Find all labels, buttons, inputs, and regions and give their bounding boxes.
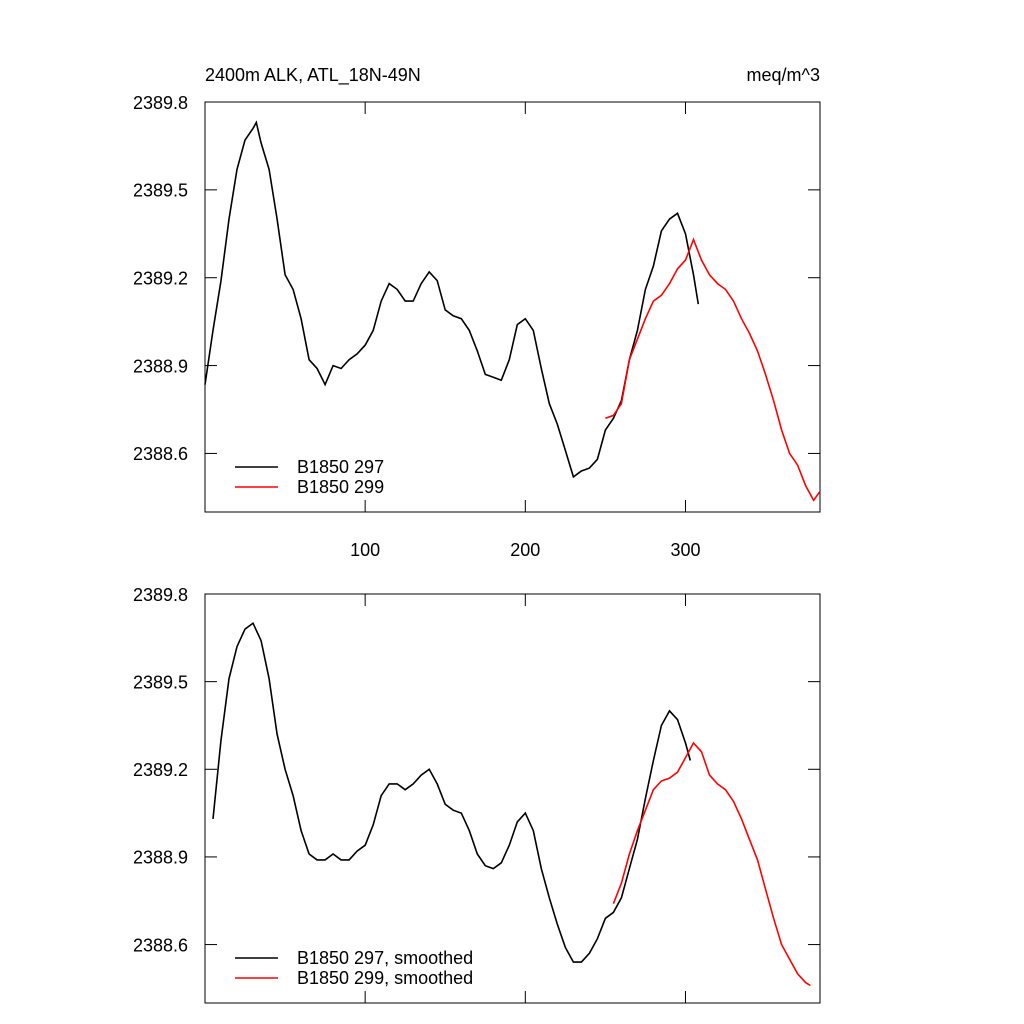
y-tick-label: 2389.2 — [133, 268, 188, 288]
plot-frame — [204, 593, 821, 1004]
plot-frame — [204, 101, 821, 513]
x-tick-label: 300 — [670, 540, 700, 560]
data-line — [612, 741, 811, 987]
x-tick-label: 100 — [350, 540, 380, 560]
chart-title: 2400m ALK, ATL_18N-49N — [205, 65, 421, 86]
y-tick-label: 2389.8 — [133, 93, 188, 113]
y-tick-label: 2388.6 — [133, 935, 188, 955]
y-tick-label: 2389.5 — [133, 672, 188, 692]
units-label: meq/m^3 — [747, 65, 820, 85]
data-line — [605, 237, 821, 502]
y-tick-label: 2388.9 — [133, 848, 188, 868]
legend-label: B1850 297 — [297, 457, 384, 477]
y-tick-label: 2388.6 — [133, 444, 188, 464]
y-tick-label: 2389.2 — [133, 760, 188, 780]
legend-label: B1850 299 — [297, 477, 384, 497]
data-line — [212, 621, 692, 963]
y-tick-label: 2388.9 — [133, 356, 188, 376]
legend-label: B1850 297, smoothed — [297, 948, 473, 968]
y-tick-label: 2389.5 — [133, 181, 188, 201]
legend-label: B1850 299, smoothed — [297, 968, 473, 988]
x-tick-label: 200 — [510, 540, 540, 560]
data-line — [204, 120, 700, 479]
y-tick-label: 2389.8 — [133, 585, 188, 605]
